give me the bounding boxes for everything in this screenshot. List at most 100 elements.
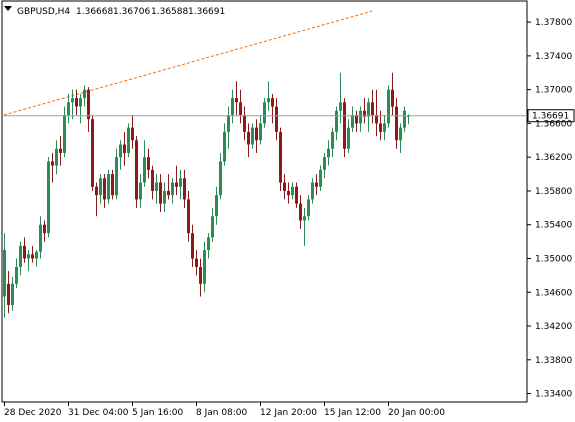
candle-body [251, 127, 254, 145]
triangle-down-icon[interactable] [4, 6, 12, 11]
candle-body [71, 98, 74, 103]
y-tick-label: 1.35800 [535, 187, 572, 197]
candle-body [179, 178, 182, 187]
candle-body [35, 251, 38, 259]
candle-body [279, 131, 282, 183]
candle-body [331, 131, 334, 149]
ohlc-low: 1.36588 [151, 7, 188, 17]
candle-body [103, 178, 106, 200]
candle-body [327, 148, 330, 158]
candle-body [83, 89, 86, 99]
candle-body [127, 127, 130, 153]
x-tick-label: 12 Jan 20:00 [260, 408, 317, 418]
current-price-box [527, 109, 575, 123]
candle-body [343, 102, 346, 149]
candles-layer [3, 72, 410, 318]
candle-body [95, 186, 98, 196]
x-axis: 28 Dec 2020 31 Dec 04:00 5 Jan 16:00 8 Jan … [4, 402, 445, 418]
candle-body [223, 131, 226, 162]
candle-body [303, 216, 306, 221]
candle-body [359, 110, 362, 124]
candle-body [347, 127, 350, 149]
candle-body [175, 182, 178, 187]
y-tick-label: 1.35400 [535, 221, 572, 231]
y-tick-label: 1.34200 [535, 322, 572, 332]
candle-body [323, 157, 326, 170]
candle-body [319, 169, 322, 187]
candle-body [11, 283, 14, 305]
candle-body [307, 199, 310, 217]
candle-body [291, 186, 294, 196]
candle-body [259, 123, 262, 141]
candle-body [3, 250, 6, 297]
y-tick-label: 1.33400 [535, 390, 572, 400]
y-tick-label: 1.37400 [535, 52, 572, 62]
ohlc-open: 1.36668 [76, 7, 113, 17]
candle-body [191, 233, 194, 259]
candle-body [267, 98, 270, 103]
candle-body [15, 266, 18, 284]
candle-body [311, 182, 314, 200]
candle-body [79, 98, 82, 107]
candle-body [143, 157, 146, 183]
candle-body [51, 161, 54, 166]
symbol-label: GBPUSD,H4 [17, 7, 70, 17]
candle-body [407, 115, 410, 117]
current-price-layer: 1.36691 [2, 109, 575, 123]
x-tick-label: 8 Jan 08:00 [196, 408, 248, 418]
candle-body [151, 169, 154, 191]
candle-body [147, 157, 150, 170]
y-tick-label: 1.36200 [535, 153, 572, 163]
candle-body [171, 182, 174, 196]
candle-body [255, 127, 258, 141]
candle-body [391, 89, 394, 107]
candle-body [219, 161, 222, 196]
x-tick-label: 5 Jan 16:00 [132, 408, 184, 418]
x-tick-label: 15 Jan 12:00 [324, 408, 381, 418]
y-tick-label: 1.33800 [535, 356, 572, 366]
candle-body [315, 182, 318, 187]
candle-body [383, 123, 386, 132]
candle-body [387, 89, 390, 124]
candle-body [335, 110, 338, 132]
candle-body [351, 114, 354, 128]
candle-body [199, 266, 202, 284]
y-tick-label: 1.37000 [535, 86, 572, 96]
candle-body [295, 186, 298, 204]
candle-body [299, 203, 302, 221]
current-price-label: 1.36691 [532, 112, 569, 122]
candle-body [271, 98, 274, 107]
candle-body [87, 89, 90, 120]
candle-body [75, 98, 78, 107]
plot-border [1, 0, 528, 403]
candle-body [23, 245, 26, 259]
trendline-layer [3, 10, 373, 116]
candle-body [27, 254, 30, 259]
candle-body [163, 190, 166, 204]
x-tick-label: 20 Jan 00:00 [388, 408, 445, 418]
candle-body [43, 224, 46, 234]
candle-body [115, 157, 118, 196]
y-axis: 1.37800 1.37400 1.37000 1.36600 1.36200 1.358… [527, 18, 572, 400]
candle-body [379, 123, 382, 132]
candle-body [7, 283, 10, 305]
y-tick-label: 1.37800 [535, 18, 572, 28]
candle-body [99, 178, 102, 196]
x-tick-label: 31 Dec 04:00 [68, 408, 129, 418]
candle-body [195, 258, 198, 267]
candle-body [107, 174, 110, 200]
candle-body [203, 250, 206, 284]
candle-body [183, 178, 186, 200]
candle-body [239, 102, 242, 115]
candle-body [55, 148, 58, 166]
candle-body [119, 144, 122, 158]
candle-body [139, 182, 142, 200]
candle-body [19, 245, 22, 267]
plot-frame [1, 0, 528, 403]
candle-body [67, 102, 70, 115]
y-tick-label: 1.36600 [535, 119, 572, 129]
candle-body [283, 182, 286, 191]
candle-body [155, 182, 158, 191]
ohlc-close: 1.36691 [188, 7, 225, 17]
